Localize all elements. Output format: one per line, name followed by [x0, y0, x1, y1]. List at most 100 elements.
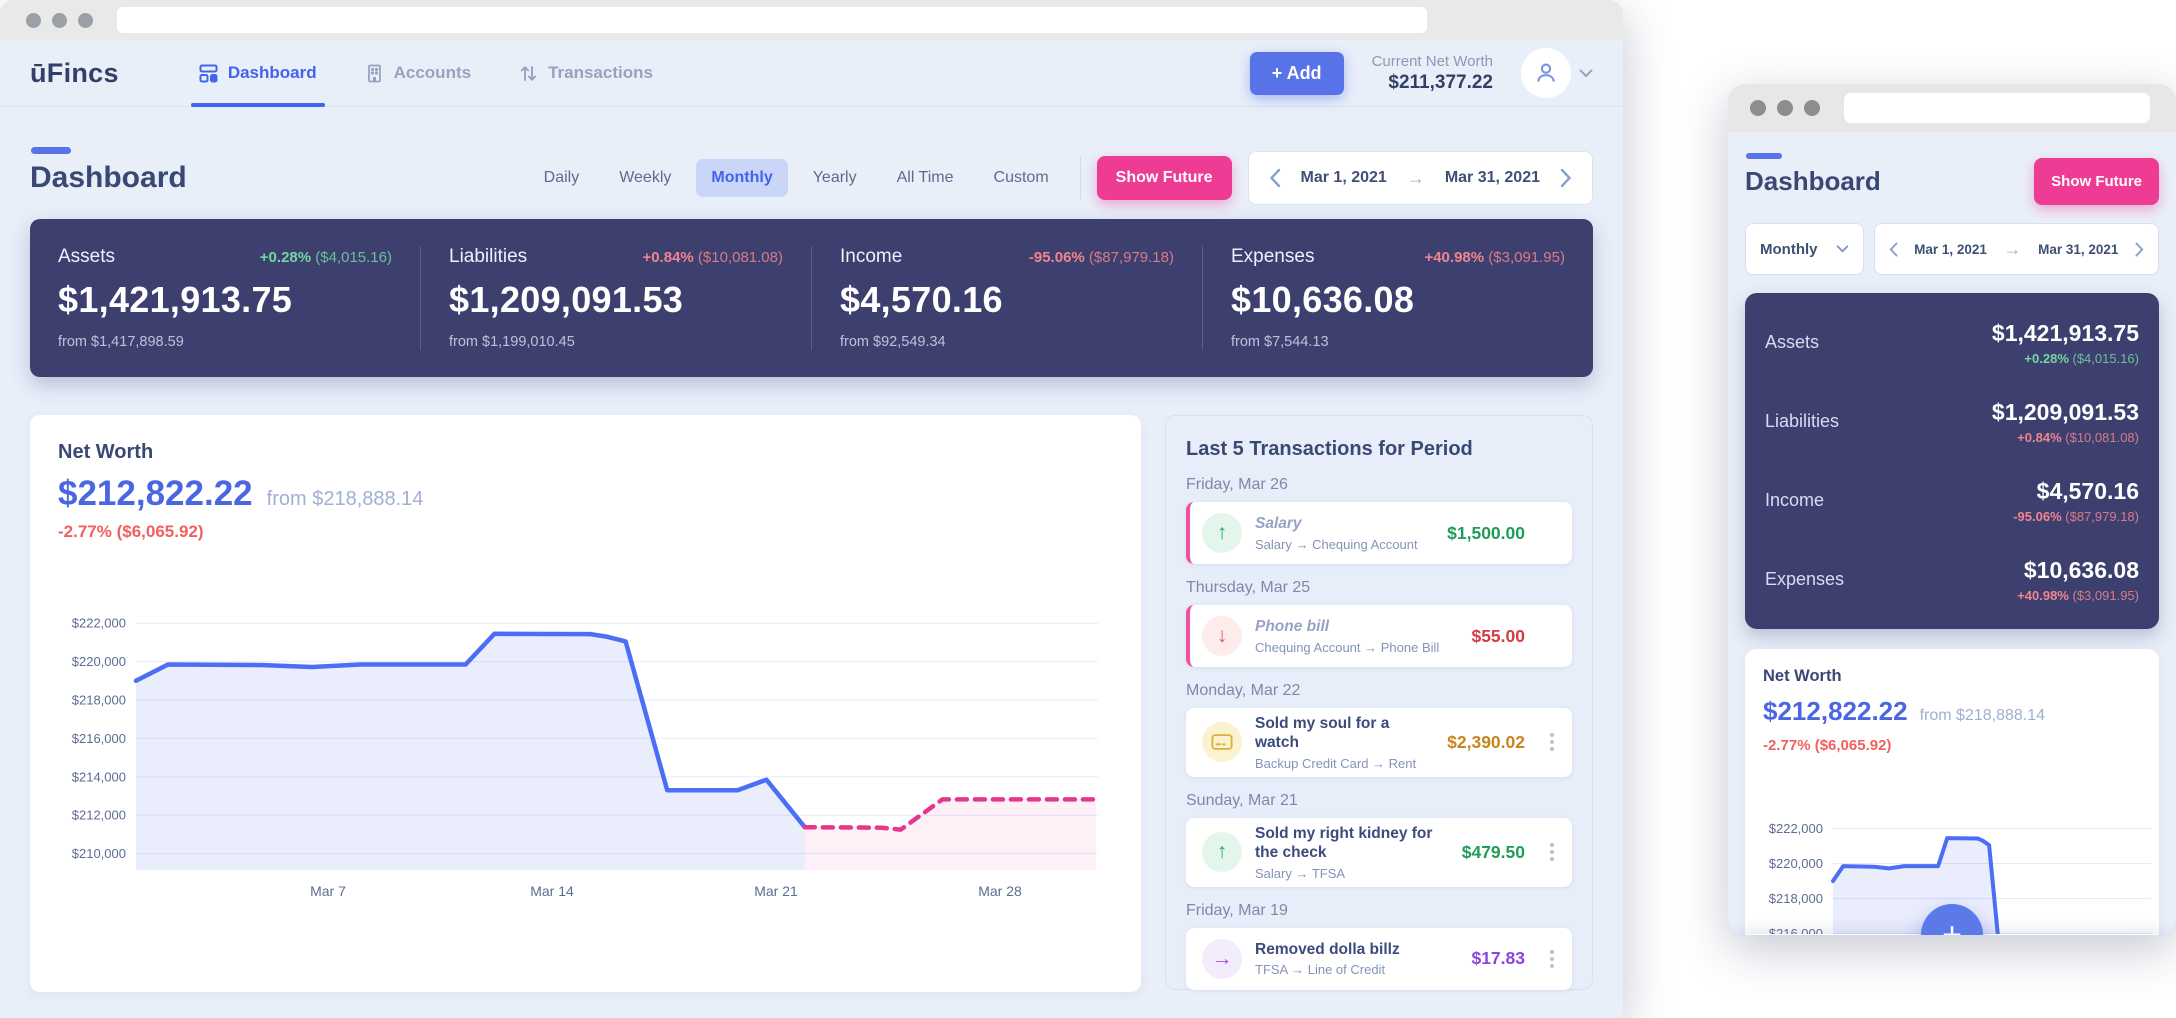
chevron-down-icon[interactable]: [1579, 69, 1593, 78]
net-worth-change: -2.77% ($6,065.92): [58, 522, 204, 541]
transaction-title: Sold my soul for a watch: [1255, 715, 1390, 752]
transaction-amount: $1,500.00: [1447, 522, 1525, 543]
show-future-button[interactable]: Show Future: [2034, 158, 2159, 205]
transaction-title: Sold my right kidney for the check: [1255, 824, 1433, 862]
transaction-route: Backup Credit Card → Rent: [1255, 755, 1417, 771]
dashboard-icon: [199, 64, 218, 83]
window-control-dot[interactable]: [1804, 100, 1820, 116]
net-worth-from: from $218,888.14: [1919, 707, 2046, 724]
current-net-worth-label: Current Net Worth: [1371, 52, 1493, 70]
summary-row-liabilities: Liabilities $1,209,091.53 +0.84% ($10,08…: [1765, 398, 2139, 445]
date-range-picker: Mar 1, 2021 → Mar 31, 2021: [1873, 223, 2159, 275]
period-tab-daily[interactable]: Daily: [543, 169, 580, 186]
transaction-amount: $2,390.02: [1447, 731, 1525, 752]
transaction-card[interactable]: ↑ Salary Salary → Chequing Account $1,50…: [1186, 502, 1572, 564]
date-range-start[interactable]: Mar 1, 2021: [1914, 241, 1987, 257]
url-bar[interactable]: [1844, 93, 2150, 123]
summary-value: $10,636.08: [1231, 279, 1415, 320]
net-worth-title: Net Worth: [1763, 667, 1842, 685]
arrow-right-icon: →: [1406, 167, 1425, 188]
summary-card-expenses: Expenses +40.98% ($3,091.95) $10,636.08 …: [1202, 246, 1593, 350]
net-worth-card: Net Worth $212,822.22 from $218,888.14 -…: [1745, 649, 2159, 935]
transaction-card[interactable]: ↑ Sold my right kidney for the check Sal…: [1186, 817, 1572, 887]
transaction-route: TFSA → Line of Credit: [1255, 962, 1386, 978]
kebab-menu-icon[interactable]: [1544, 733, 1560, 752]
chevron-left-icon[interactable]: [1269, 168, 1281, 188]
mobile-browser-window: Dashboard Show Future Monthly Mar 1, 202…: [1728, 84, 2176, 935]
period-tab-weekly[interactable]: Weekly: [619, 169, 672, 186]
net-worth-card: Net Worth $212,822.22 from $218,888.14 -…: [30, 415, 1141, 992]
chevron-left-icon[interactable]: [1889, 242, 1898, 257]
period-tab-monthly[interactable]: Monthly: [696, 159, 788, 197]
nav-tab-label: Dashboard: [227, 63, 317, 82]
transaction-title: Phone bill: [1255, 618, 1330, 636]
page-title: Dashboard: [1745, 153, 1881, 196]
summary-value: $1,209,091.53: [449, 279, 684, 320]
svg-text:Mar 7: Mar 7: [310, 883, 346, 899]
nav-tab-transactions[interactable]: Transactions: [519, 40, 653, 106]
net-worth-from: from $218,888.14: [266, 488, 424, 510]
net-worth-chart: $210,000 $212,000 $214,000 $216,000 $218,000…: [72, 616, 1099, 899]
summary-change: -95.06% ($87,979.18): [1028, 249, 1174, 266]
chevron-down-icon: [1836, 245, 1848, 253]
svg-text:$214,000: $214,000: [72, 769, 126, 784]
transaction-card[interactable]: Sold my soul for a watch Backup Credit C…: [1186, 708, 1572, 777]
nav-tab-dashboard[interactable]: Dashboard: [190, 40, 325, 107]
window-control-dot[interactable]: [1777, 100, 1793, 116]
transactions-title: Last 5 Transactions for Period: [1186, 438, 1473, 460]
summary-card-assets: Assets +0.28% ($4,015.16) $1,421,913.75 …: [30, 246, 420, 350]
transaction-date: Sunday, Mar 21: [1186, 791, 1298, 809]
summary-row-income: Income $4,570.16 -95.06% ($87,979.18): [1765, 477, 2139, 524]
period-select[interactable]: Monthly: [1745, 223, 1864, 275]
dashboard-controls-row: Dashboard Daily Weekly Monthly Yearly Al…: [0, 147, 1623, 205]
nav-tab-label: Transactions: [548, 63, 653, 82]
transaction-date: Monday, Mar 22: [1186, 682, 1301, 699]
date-range-start[interactable]: Mar 1, 2021: [1300, 169, 1387, 186]
summary-from: from $1,199,010.45: [449, 334, 575, 350]
add-button[interactable]: + Add: [1249, 51, 1344, 95]
window-control-dot[interactable]: [78, 12, 93, 28]
window-control-dot[interactable]: [26, 12, 41, 28]
page-title: Dashboard: [30, 147, 187, 194]
user-menu[interactable]: [1521, 48, 1593, 98]
svg-text:$220,000: $220,000: [1769, 856, 1823, 871]
summary-row-assets: Assets $1,421,913.75 +0.28% ($4,015.16): [1765, 319, 2139, 366]
svg-text:Mar 28: Mar 28: [978, 883, 1022, 899]
transaction-date: Friday, Mar 19: [1186, 901, 1288, 919]
transaction-card[interactable]: → Removed dolla billz TFSA → Line of Cre…: [1186, 927, 1572, 990]
period-tab-custom[interactable]: Custom: [993, 169, 1049, 186]
url-bar[interactable]: [117, 7, 1427, 33]
kebab-menu-icon[interactable]: [1544, 949, 1560, 968]
summary-label: Liabilities: [449, 246, 528, 267]
date-range-end[interactable]: Mar 31, 2021: [2038, 241, 2119, 257]
summary-label: Income: [840, 246, 903, 267]
transaction-amount: $17.83: [1471, 948, 1525, 968]
date-range-end[interactable]: Mar 31, 2021: [1444, 169, 1540, 186]
transaction-group: Friday, Mar 26 ↑ Salary Salary → Chequin…: [1186, 476, 1572, 564]
app-logo: ūFincs: [30, 57, 119, 88]
chevron-right-icon[interactable]: [2135, 242, 2144, 257]
kebab-menu-icon[interactable]: [1544, 843, 1560, 862]
arrow-up-icon: ↑: [1202, 832, 1242, 873]
transfer-arrows-icon: [519, 64, 538, 83]
user-avatar[interactable]: [1521, 48, 1571, 98]
window-controls: [26, 12, 93, 28]
transaction-group: Sunday, Mar 21 ↑ Sold my right kidney fo…: [1186, 792, 1572, 887]
summary-change: +40.98% ($3,091.95): [2017, 587, 2139, 603]
period-tab-alltime[interactable]: All Time: [896, 169, 954, 186]
svg-text:$220,000: $220,000: [72, 654, 126, 669]
summary-from: from $92,549.34: [840, 334, 946, 350]
current-net-worth-value: $211,377.22: [1388, 71, 1493, 93]
net-worth-title: Net Worth: [58, 441, 154, 463]
transaction-route: Salary → TFSA: [1255, 865, 1346, 881]
window-control-dot[interactable]: [1750, 100, 1766, 116]
transactions-panel: Last 5 Transactions for Period Friday, M…: [1165, 415, 1593, 990]
period-tabs: Daily Weekly Monthly Yearly All Time Cus…: [529, 159, 1064, 197]
window-control-dot[interactable]: [52, 12, 67, 28]
show-future-button[interactable]: Show Future: [1096, 156, 1232, 200]
chevron-right-icon[interactable]: [1560, 168, 1572, 188]
transaction-card[interactable]: ↓ Phone bill Chequing Account → Phone Bi…: [1186, 605, 1572, 667]
nav-tab-accounts[interactable]: Accounts: [365, 40, 471, 106]
summary-row-expenses: Expenses $10,636.08 +40.98% ($3,091.95): [1765, 556, 2139, 603]
period-tab-yearly[interactable]: Yearly: [812, 169, 857, 186]
